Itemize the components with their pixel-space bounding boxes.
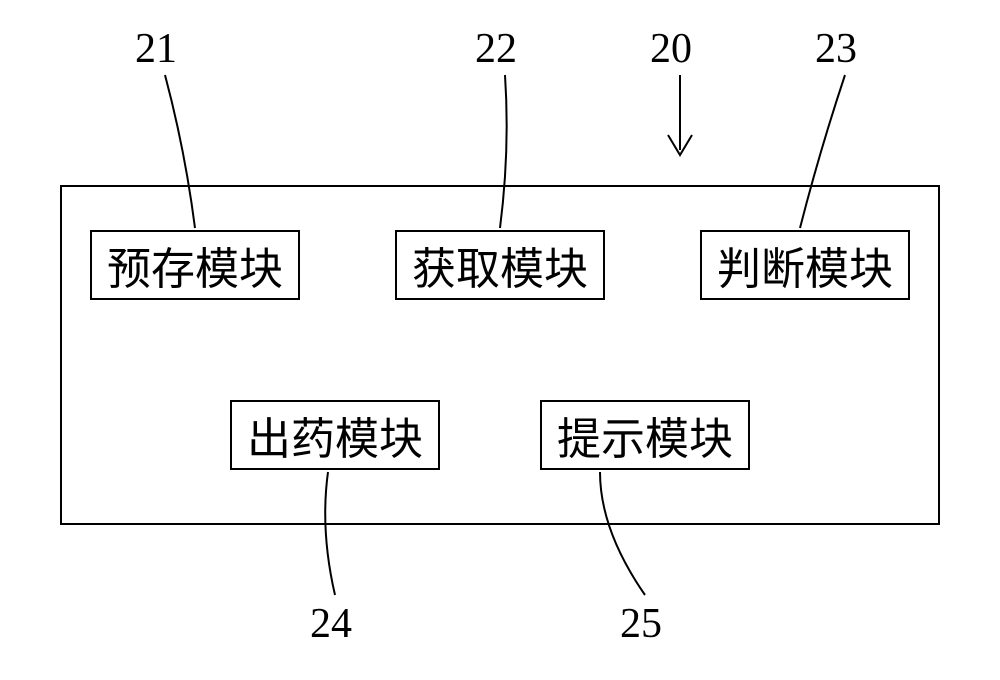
module-dispense-label: 出药模块 bbox=[247, 403, 423, 467]
module-prestore: 预存模块 bbox=[90, 230, 300, 300]
ref-label-24: 24 bbox=[310, 600, 352, 648]
ref-label-20: 20 bbox=[650, 25, 692, 73]
module-acquire: 获取模块 bbox=[395, 230, 605, 300]
module-prompt: 提示模块 bbox=[540, 400, 750, 470]
module-judge-label: 判断模块 bbox=[717, 233, 893, 297]
ref-label-22: 22 bbox=[475, 25, 517, 73]
module-prompt-label: 提示模块 bbox=[557, 403, 733, 467]
ref-label-23: 23 bbox=[815, 25, 857, 73]
module-prestore-label: 预存模块 bbox=[107, 233, 283, 297]
module-judge: 判断模块 bbox=[700, 230, 910, 300]
ref-label-25: 25 bbox=[620, 600, 662, 648]
ref-label-21: 21 bbox=[135, 25, 177, 73]
module-dispense: 出药模块 bbox=[230, 400, 440, 470]
module-acquire-label: 获取模块 bbox=[412, 233, 588, 297]
diagram-canvas: 预存模块 获取模块 判断模块 出药模块 提示模块 20 21 22 23 24 … bbox=[0, 0, 1000, 680]
arrow-20-head bbox=[668, 135, 692, 155]
